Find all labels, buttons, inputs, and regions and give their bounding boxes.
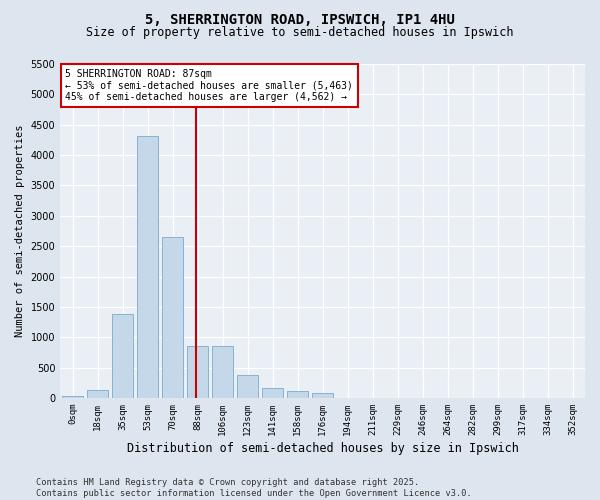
Bar	[187, 346, 208, 398]
Bar	[262, 388, 283, 398]
Bar	[62, 396, 83, 398]
Bar	[287, 390, 308, 398]
Text: Contains HM Land Registry data © Crown copyright and database right 2025.
Contai: Contains HM Land Registry data © Crown c…	[36, 478, 472, 498]
Text: Size of property relative to semi-detached houses in Ipswich: Size of property relative to semi-detach…	[86, 26, 514, 39]
Bar	[312, 393, 333, 398]
Bar	[137, 136, 158, 398]
Bar	[112, 314, 133, 398]
X-axis label: Distribution of semi-detached houses by size in Ipswich: Distribution of semi-detached houses by …	[127, 442, 518, 455]
Bar	[237, 375, 258, 398]
Bar	[162, 237, 183, 398]
Y-axis label: Number of semi-detached properties: Number of semi-detached properties	[15, 124, 25, 337]
Text: 5, SHERRINGTON ROAD, IPSWICH, IP1 4HU: 5, SHERRINGTON ROAD, IPSWICH, IP1 4HU	[145, 12, 455, 26]
Text: 5 SHERRINGTON ROAD: 87sqm
← 53% of semi-detached houses are smaller (5,463)
45% : 5 SHERRINGTON ROAD: 87sqm ← 53% of semi-…	[65, 69, 353, 102]
Bar	[87, 390, 108, 398]
Bar	[212, 346, 233, 398]
